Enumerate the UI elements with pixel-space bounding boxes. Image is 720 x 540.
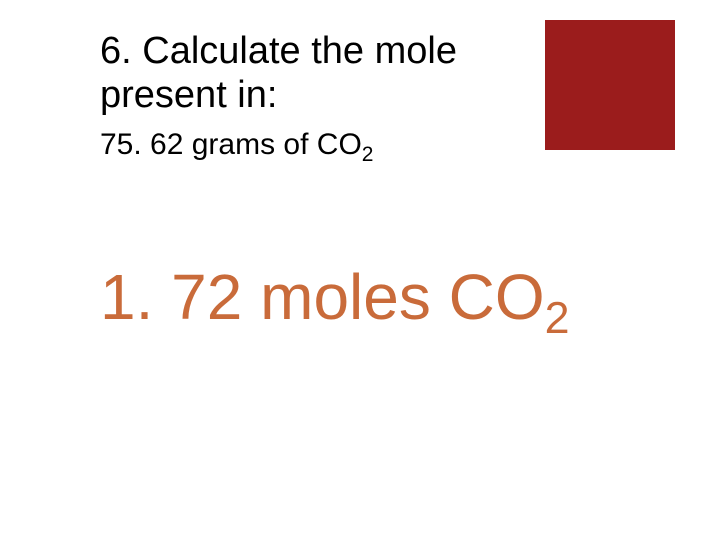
accent-block-top [545, 20, 675, 150]
title-line2: present in: [100, 74, 277, 116]
answer-prefix: 1. 72 moles CO [100, 261, 545, 333]
answer-subscript: 2 [545, 293, 570, 343]
answer-text: 1. 72 moles CO2 [100, 260, 570, 344]
question-subtitle: 75. 62 grams of CO2 [100, 128, 373, 167]
title-line1: 6. Calculate the mole [100, 30, 457, 72]
question-title: 6. Calculate the mole present in: [100, 30, 457, 117]
subtitle-subscript: 2 [362, 143, 374, 166]
subtitle-prefix: 75. 62 grams of CO [100, 128, 362, 161]
